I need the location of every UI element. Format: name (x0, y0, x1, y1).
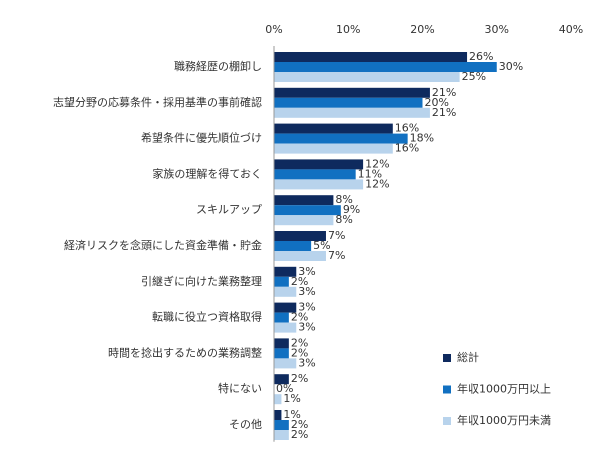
data-label: 21% (432, 86, 456, 99)
data-label: 3% (298, 321, 315, 334)
data-label: 21% (432, 106, 456, 119)
data-label: 16% (395, 142, 419, 155)
category-label: 家族の理解を得ておく (152, 166, 262, 180)
bar (274, 266, 297, 277)
bar (274, 62, 497, 72)
x-tick-label: 20% (410, 23, 434, 36)
data-label: 12% (365, 157, 389, 170)
legend-label: 年収1000万円未満 (457, 413, 551, 427)
data-label: 8% (335, 213, 352, 226)
data-label: 2% (291, 311, 308, 324)
bar (274, 231, 326, 241)
category-label: 志望分野の応募条件・採用基準の事前確認 (53, 95, 262, 109)
data-label: 12% (365, 177, 389, 190)
data-label: 3% (298, 301, 315, 314)
bar (274, 169, 356, 180)
bar (274, 358, 297, 369)
data-label: 1% (283, 392, 300, 405)
data-label: 0% (276, 382, 293, 395)
data-label: 2% (291, 428, 308, 441)
legend-label: 総計 (457, 350, 479, 364)
category-label: 希望条件に優先順位づけ (141, 131, 262, 145)
data-label: 2% (291, 275, 308, 288)
data-label: 2% (291, 336, 308, 349)
category-label: 経済リスクを念頭にした資金準備・貯金 (64, 238, 262, 252)
bar (274, 338, 289, 349)
bar (274, 97, 423, 108)
x-tick-label: 40% (559, 23, 583, 36)
bar (274, 374, 289, 385)
bar (274, 133, 408, 144)
x-tick-label: 30% (485, 23, 509, 36)
data-label: 25% (462, 70, 486, 83)
bar (274, 312, 289, 323)
data-label: 3% (298, 285, 315, 298)
bar (274, 302, 297, 313)
bar (274, 205, 341, 216)
data-label: 7% (328, 229, 345, 242)
bar (274, 322, 297, 333)
bar (274, 251, 326, 261)
data-label: 3% (298, 356, 315, 369)
data-label: 11% (358, 167, 382, 180)
category-label: その他 (229, 418, 262, 431)
bar (274, 410, 282, 420)
category-label: 転職に役立つ資格取得 (152, 310, 262, 324)
data-label: 20% (425, 96, 449, 109)
data-label: 7% (328, 249, 345, 262)
bar (274, 195, 334, 206)
x-tick-label: 0% (265, 23, 282, 36)
bar (274, 348, 289, 359)
category-label: 引継ぎに向けた業務整理 (141, 274, 262, 288)
bar (274, 159, 364, 170)
category-label: 時間を捻出するための業務調整 (108, 345, 262, 359)
bar (274, 107, 430, 118)
data-label: 3% (298, 265, 315, 278)
legend-swatch (443, 354, 451, 362)
bar (274, 143, 393, 154)
data-label: 8% (335, 193, 352, 206)
data-label: 30% (499, 60, 523, 73)
category-label: スキルアップ (196, 203, 262, 216)
data-label: 18% (410, 132, 434, 145)
x-tick-label: 10% (336, 23, 360, 36)
data-label: 2% (291, 346, 308, 359)
data-label: 1% (283, 408, 300, 421)
data-label: 5% (313, 239, 330, 252)
bar (274, 286, 297, 297)
legend-swatch (443, 385, 451, 394)
data-label: 2% (291, 372, 308, 385)
bar (274, 179, 364, 190)
bar (274, 215, 334, 226)
data-label: 9% (343, 203, 360, 216)
bar (274, 394, 282, 405)
data-label: 26% (469, 50, 493, 63)
bar (274, 241, 312, 251)
data-label: 2% (291, 418, 308, 431)
bar (274, 276, 289, 287)
bar (274, 72, 460, 82)
bar (274, 430, 289, 440)
category-label: 職務経歴の棚卸し (174, 59, 262, 73)
bar (274, 123, 393, 134)
bar (274, 87, 430, 98)
data-label: 16% (395, 122, 419, 135)
legend-swatch (443, 417, 451, 425)
legend-label: 年収1000万円以上 (457, 382, 551, 396)
bar (274, 420, 289, 430)
bar (274, 52, 468, 62)
category-label: 特にない (218, 381, 262, 395)
